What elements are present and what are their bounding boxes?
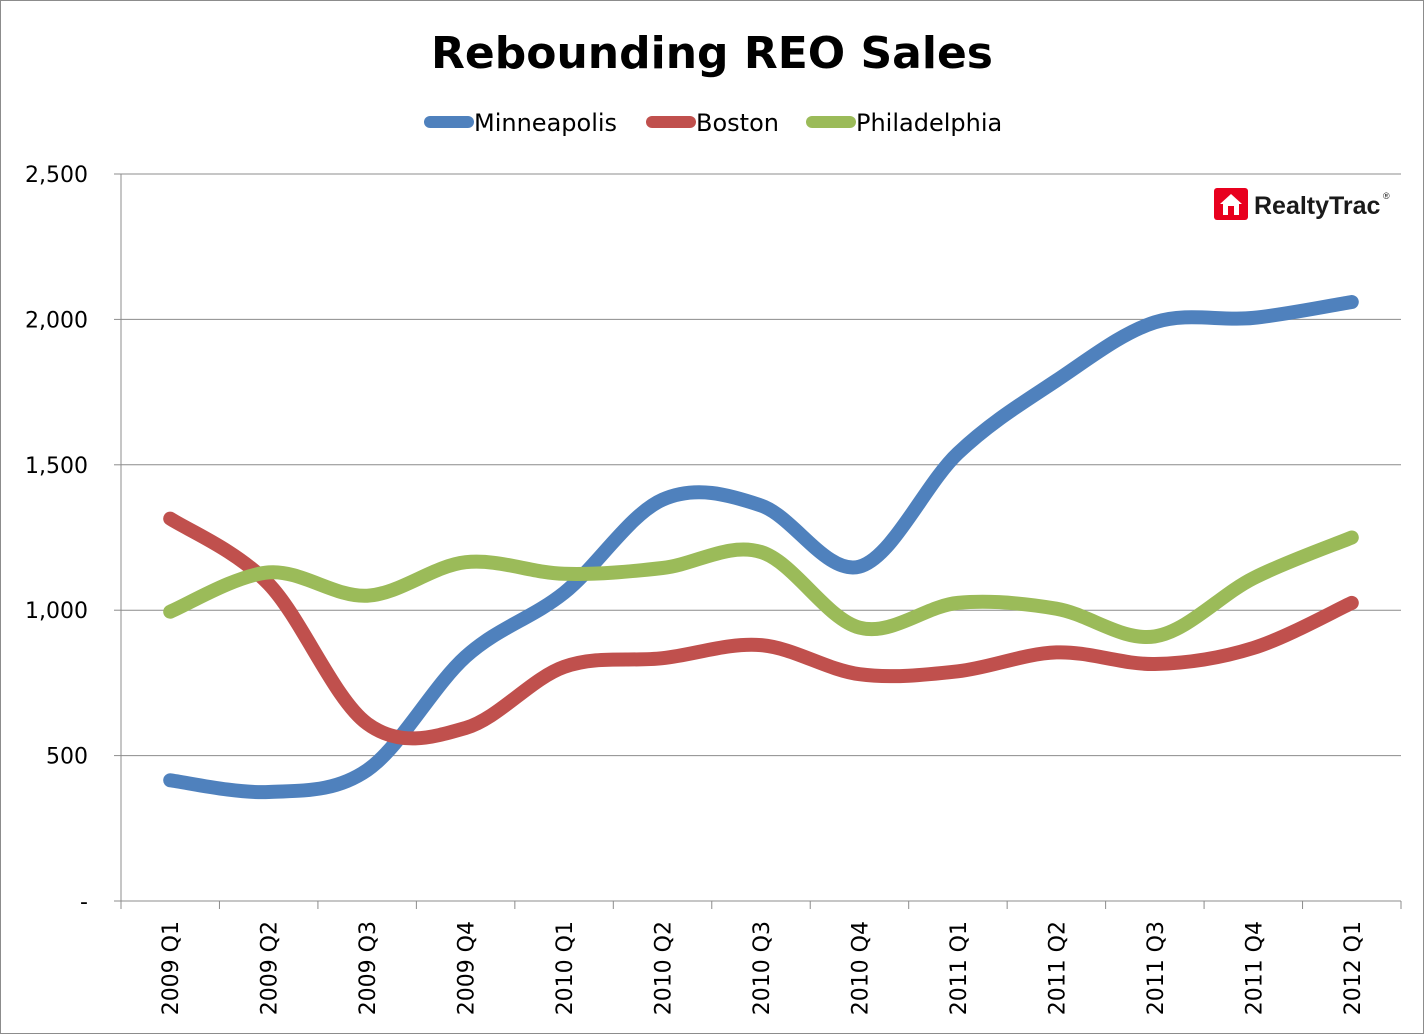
y-axis: - 500 1,000 1,500 2,000 2,500 (25, 163, 122, 915)
registered-mark: ® (1383, 191, 1390, 201)
x-tick-label: 2010 Q1 (553, 921, 578, 1015)
series-line-philadelphia (163, 530, 1359, 645)
x-tick-label: 2009 Q4 (455, 921, 480, 1015)
x-tick-label: 2011 Q1 (947, 921, 972, 1015)
series-lines (163, 295, 1359, 800)
legend-label-philadelphia: Philadelphia (856, 109, 1002, 137)
y-tick-label: 1,500 (25, 454, 88, 479)
x-tick-label: 2011 Q3 (1144, 921, 1169, 1015)
y-tick-label: - (80, 890, 88, 915)
house-shape (1220, 194, 1242, 215)
y-tick-label: 500 (46, 745, 88, 770)
legend: Minneapolis Boston Philadelphia (424, 109, 1002, 137)
gridlines (121, 173, 1401, 757)
chart-title: Rebounding REO Sales (431, 28, 993, 79)
x-axis: 2009 Q1 2009 Q2 2009 Q3 2009 Q4 2010 Q1 2010 … (120, 900, 1402, 1015)
x-tick-label: 2009 Q2 (258, 921, 283, 1015)
y-tick-label: 1,000 (25, 599, 88, 624)
x-tick-label: 2010 Q2 (652, 921, 677, 1015)
series-line-minneapolis (163, 295, 1359, 800)
x-tick-label: 2012 Q1 (1341, 921, 1366, 1015)
series-line-boston (163, 511, 1359, 746)
legend-label-boston: Boston (696, 109, 779, 137)
y-tick-label: 2,000 (25, 308, 88, 333)
x-tick-label: 2010 Q4 (848, 921, 873, 1015)
y-tick-label: 2,500 (25, 163, 88, 188)
x-tick-label: 2009 Q3 (356, 921, 381, 1015)
x-tick-label: 2011 Q2 (1045, 921, 1070, 1015)
x-tick-label: 2009 Q1 (159, 921, 184, 1015)
house-door (1228, 206, 1234, 215)
realtytrac-logo: RealtyTrac ® (1214, 188, 1390, 220)
logo-text: RealtyTrac (1254, 192, 1381, 220)
x-tick-label: 2011 Q4 (1242, 921, 1267, 1015)
legend-label-minneapolis: Minneapolis (474, 109, 617, 137)
x-tick-label: 2010 Q3 (750, 921, 775, 1015)
